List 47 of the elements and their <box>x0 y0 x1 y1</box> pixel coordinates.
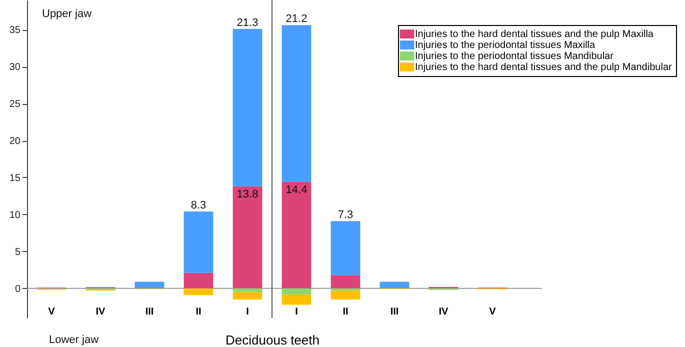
x-tick-label: I <box>295 306 298 318</box>
x-tick-label: III <box>390 306 399 318</box>
bar <box>184 288 214 296</box>
y-tick-label: 20 <box>9 136 21 148</box>
bar <box>282 294 312 305</box>
y-tick-label: 0 <box>14 284 21 295</box>
bar <box>282 25 312 182</box>
bar <box>232 288 262 292</box>
y-tick-label: 15 <box>9 172 21 184</box>
x-tick-label: I <box>246 306 250 318</box>
legend-label: Injuries to the hard dental tissues and the pulp Mandibular <box>415 62 672 73</box>
bar <box>184 272 214 288</box>
bar <box>330 221 360 276</box>
bar <box>380 282 410 288</box>
bar <box>282 288 312 294</box>
bar <box>330 290 360 300</box>
text: Lower jaw <box>49 334 99 346</box>
bar <box>282 182 312 288</box>
bar <box>232 292 262 300</box>
data-label: 14.4 <box>286 184 308 196</box>
x-tick-label: V <box>489 306 496 318</box>
y-tick-label: 30 <box>9 62 21 74</box>
x-tick-label: V <box>48 306 56 318</box>
x-tick-label: IV <box>96 306 106 318</box>
x-axis-title: Deciduous teeth <box>226 332 320 347</box>
bar <box>232 186 262 288</box>
y-tick-label: 10 <box>9 210 21 221</box>
data-label: 7.3 <box>338 209 354 222</box>
y-tick-label: 25 <box>9 99 21 110</box>
x-tick-label: IV <box>438 306 449 318</box>
y-tick-label: 35 <box>9 25 21 36</box>
x-tick-label: III <box>145 306 154 318</box>
data-label: 21.3 <box>236 16 258 29</box>
bar <box>232 28 262 186</box>
data-label: 13.8 <box>236 188 258 200</box>
x-tick-label: II <box>196 306 202 318</box>
annotation: Upper jaw <box>42 8 92 20</box>
x-tick-label: II <box>342 306 348 318</box>
bar <box>330 275 360 288</box>
bar <box>184 212 214 273</box>
legend-label: Injuries to the periodontal tissues Mandibular <box>415 51 614 62</box>
bar <box>134 282 164 288</box>
legend-label: Injuries to the hard dental tissues and the pulp Maxilla <box>415 29 654 40</box>
y-tick-label: 5 <box>14 246 21 258</box>
data-label: 8.3 <box>190 200 206 212</box>
data-label: 21.2 <box>286 13 308 26</box>
legend-label: Injuries to the periodontal tissues Maxilla <box>415 40 596 51</box>
